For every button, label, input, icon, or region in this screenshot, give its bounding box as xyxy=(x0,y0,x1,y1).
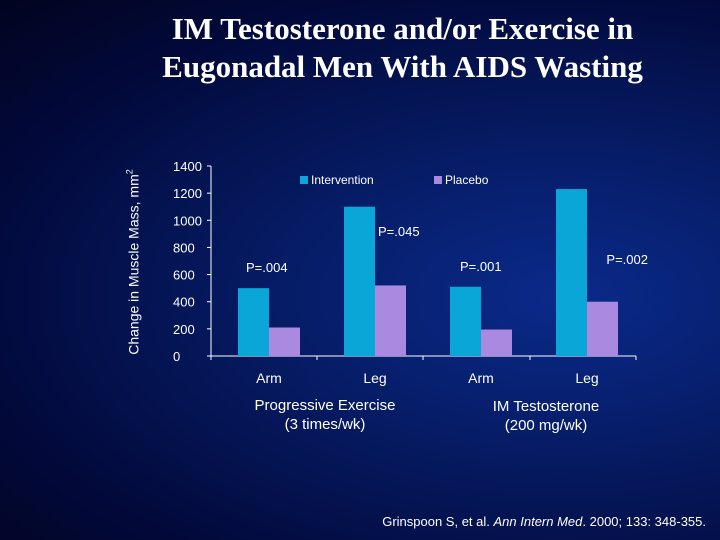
x-category-label: Arm xyxy=(468,370,494,386)
p-value-annotation: P=.045 xyxy=(378,224,420,239)
legend-label-intervention: Intervention xyxy=(311,173,374,187)
p-value-annotation: P=.004 xyxy=(246,260,288,275)
bar-placebo-2 xyxy=(375,285,406,356)
legend-swatch-intervention xyxy=(300,176,308,184)
bar-placebo-1 xyxy=(269,327,300,356)
bar-placebo-4 xyxy=(587,301,618,356)
x-category-label: Leg xyxy=(575,370,598,386)
group-label-testosterone-line2: (200 mg/wk) xyxy=(504,417,588,434)
group-label-exercise-line1: Progressive Exercise xyxy=(254,397,396,414)
y-tick-label: 600 xyxy=(173,268,195,283)
bar-intervention-1 xyxy=(238,288,269,356)
citation-authors: Grinspoon S, et al. xyxy=(382,514,494,529)
group-label-testosterone: IM Testosterone (200 mg/wk) xyxy=(426,397,666,435)
y-tick-label: 1000 xyxy=(173,213,202,228)
title-line-1: IM Testosterone and/or Exercise in xyxy=(171,11,634,46)
title-line-2: Eugonadal Men With AIDS Wasting xyxy=(162,49,643,84)
y-tick-label: 0 xyxy=(173,349,180,364)
group-label-testosterone-line1: IM Testosterone xyxy=(492,398,600,415)
bar-placebo-3 xyxy=(481,329,512,356)
slide-title: IM Testosterone and/or Exercise in Eugon… xyxy=(0,10,720,86)
x-category-label: Leg xyxy=(363,370,386,386)
x-category-label: Arm xyxy=(256,370,282,386)
bar-intervention-4 xyxy=(556,189,587,356)
group-label-exercise-line2: (3 times/wk) xyxy=(284,416,366,433)
y-tick-label: 800 xyxy=(173,240,195,255)
legend-swatch-placebo xyxy=(434,176,442,184)
y-tick-label: 1200 xyxy=(173,186,202,201)
bar-intervention-2 xyxy=(344,206,375,356)
citation-journal: Ann Intern Med xyxy=(493,514,583,529)
legend-label-placebo: Placebo xyxy=(445,173,489,187)
y-tick-label: 200 xyxy=(173,322,195,337)
group-label-exercise: Progressive Exercise (3 times/wk) xyxy=(205,396,445,434)
y-tick-label: 400 xyxy=(173,295,195,310)
citation-details: . 2000; 133: 348-355. xyxy=(582,514,706,529)
y-tick-label: 1400 xyxy=(173,159,202,174)
p-value-annotation: P=.002 xyxy=(606,252,648,267)
citation: Grinspoon S, et al. Ann Intern Med. 2000… xyxy=(382,514,706,529)
bar-intervention-3 xyxy=(450,286,481,356)
p-value-annotation: P=.001 xyxy=(460,259,502,274)
